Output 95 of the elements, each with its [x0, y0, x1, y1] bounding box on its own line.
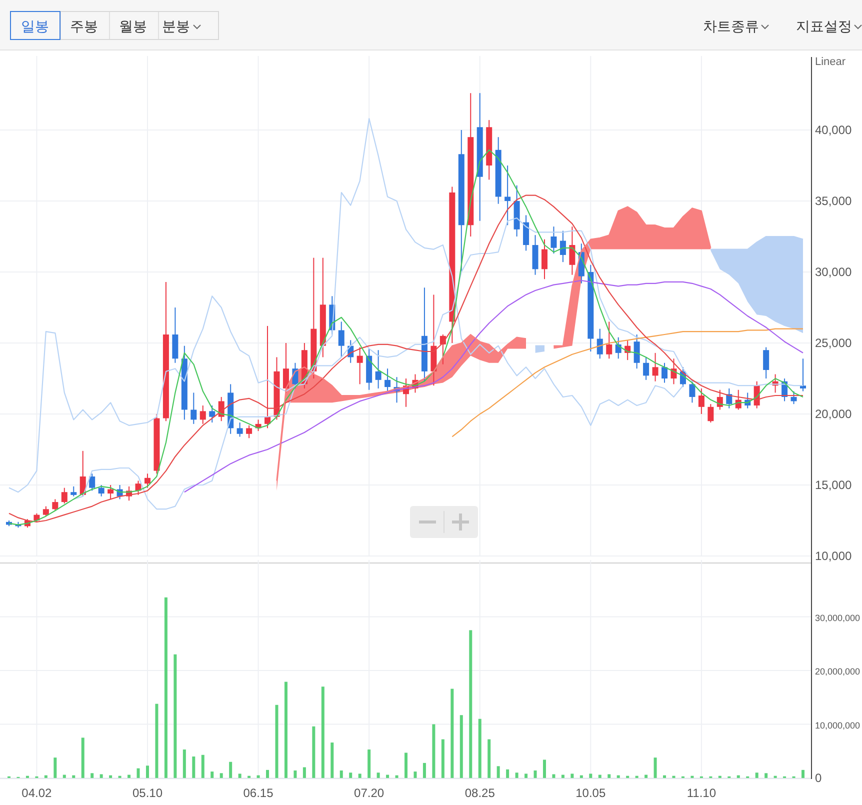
bar [663, 775, 666, 778]
bar [589, 774, 592, 778]
bar [44, 775, 48, 778]
bar [441, 739, 444, 778]
bar [192, 756, 196, 778]
bar [368, 750, 371, 778]
text: 차트종류 [703, 18, 759, 34]
text: 분봉 [162, 18, 190, 34]
bar [54, 758, 57, 778]
bar [469, 630, 472, 778]
x-tick-label: 04.02 [22, 786, 52, 800]
y-tick-label: 20,000 [815, 407, 852, 421]
bar [284, 682, 288, 778]
bar [136, 768, 140, 778]
bar [496, 766, 500, 778]
bar [81, 738, 84, 778]
bar [330, 742, 334, 778]
bar [460, 715, 463, 778]
bar [155, 704, 158, 778]
y-tick-label: 0 [815, 771, 822, 785]
bar [266, 770, 270, 778]
bar [580, 775, 583, 778]
x-tick-label: 06.15 [243, 786, 274, 800]
x-tick-label: 10.05 [576, 786, 606, 800]
bar [561, 774, 564, 778]
text: 주봉 [70, 18, 98, 34]
bar [302, 767, 306, 778]
bar [340, 770, 343, 778]
bar [72, 775, 76, 778]
bar [488, 739, 491, 778]
bar [349, 772, 352, 778]
y-tick-label: 30,000,000 [815, 612, 860, 623]
x-tick-label: 08.25 [464, 786, 496, 800]
x-tick-label: 05.10 [132, 786, 163, 800]
y-tick-label: 35,000 [815, 194, 852, 208]
line-series [452, 328, 804, 438]
text: 일봉 [21, 18, 49, 34]
bar [109, 775, 112, 778]
bar [432, 724, 436, 778]
line-series [184, 280, 804, 493]
bar [755, 772, 758, 778]
text: 월봉 [119, 18, 147, 34]
text: 지표설정 [796, 18, 852, 34]
bar [256, 775, 260, 778]
y-tick-label: 20,000,000 [815, 666, 860, 676]
x-tick-label: 07.20 [354, 786, 384, 800]
bar [294, 770, 297, 778]
y-tick-label: 15,000 [815, 478, 852, 492]
bar [450, 688, 454, 778]
bar [275, 704, 278, 778]
y-tick-label: 10,000 [815, 549, 852, 563]
bar [376, 772, 380, 778]
y-tick-label: 25,000 [815, 336, 852, 350]
bar [404, 752, 408, 778]
bar [210, 772, 214, 778]
bar [62, 774, 66, 778]
bar [128, 774, 131, 778]
bar [395, 775, 398, 778]
y-tick-label: 40,000 [815, 123, 852, 137]
bar [238, 774, 242, 778]
bar [386, 774, 390, 778]
bar [764, 773, 768, 778]
bar [201, 754, 204, 778]
bar [542, 760, 546, 778]
bar [229, 762, 232, 778]
bar [312, 726, 316, 778]
bar [182, 750, 186, 778]
bar [321, 686, 324, 778]
bar [524, 774, 528, 778]
bar [100, 774, 103, 778]
bar [608, 774, 611, 778]
bar [802, 770, 804, 778]
bar [616, 775, 620, 778]
bar [414, 772, 417, 778]
bar [478, 718, 482, 778]
y-tick-label: 10,000,000 [815, 720, 860, 730]
bar [146, 766, 149, 778]
bar [570, 774, 574, 778]
text: Linear [815, 56, 846, 68]
bar [220, 773, 223, 778]
bar [736, 775, 740, 778]
bar [422, 762, 426, 778]
bar [515, 772, 518, 778]
bar [90, 773, 94, 778]
bar [164, 597, 168, 778]
bar [506, 769, 510, 778]
bar [644, 774, 648, 778]
bar [598, 774, 602, 778]
bar [174, 654, 177, 778]
bar [358, 774, 362, 778]
bar [654, 758, 657, 778]
x-tick-label: 11.10 [686, 786, 716, 800]
bar [534, 770, 537, 778]
bar [552, 774, 556, 778]
y-tick-label: 30,000 [815, 265, 852, 279]
